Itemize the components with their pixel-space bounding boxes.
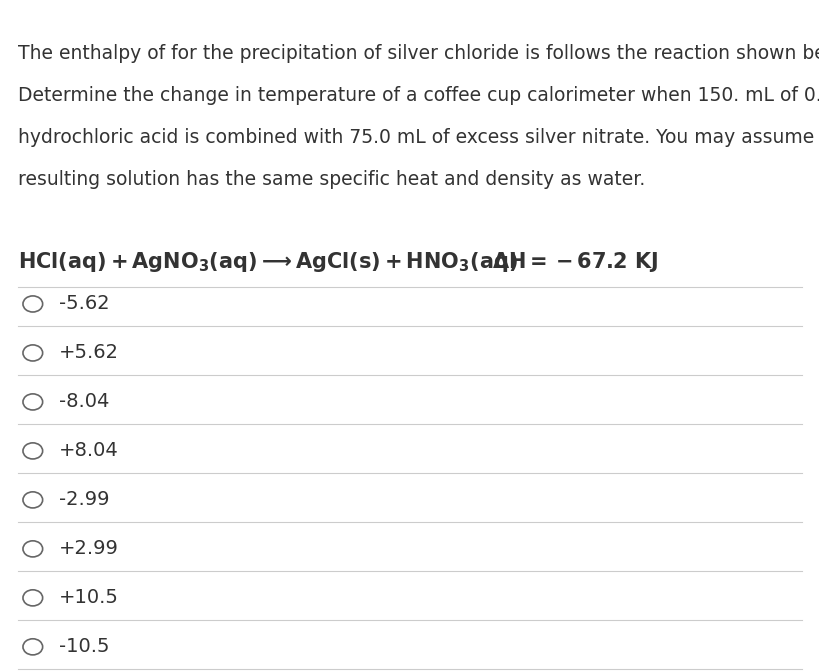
Text: -8.04: -8.04 xyxy=(59,393,109,411)
Text: -10.5: -10.5 xyxy=(59,637,110,656)
Text: Determine the change in temperature of a coffee cup calorimeter when 150. mL of : Determine the change in temperature of a… xyxy=(18,86,819,105)
Text: The enthalpy of for the precipitation of silver chloride is follows the reaction: The enthalpy of for the precipitation of… xyxy=(18,44,819,62)
Text: -5.62: -5.62 xyxy=(59,295,110,313)
Text: -2.99: -2.99 xyxy=(59,491,110,509)
Text: resulting solution has the same specific heat and density as water.: resulting solution has the same specific… xyxy=(18,170,645,189)
Text: +10.5: +10.5 xyxy=(59,588,119,607)
Text: $\mathbf{HCl(aq) + AgNO_3(aq) \longrightarrow AgCl(s) + HNO_3(aq)}$: $\mathbf{HCl(aq) + AgNO_3(aq) \longright… xyxy=(18,250,518,274)
Text: +2.99: +2.99 xyxy=(59,539,119,558)
Text: +5.62: +5.62 xyxy=(59,344,119,362)
Text: hydrochloric acid is combined with 75.0 mL of excess silver nitrate. You may ass: hydrochloric acid is combined with 75.0 … xyxy=(18,128,819,147)
Text: +8.04: +8.04 xyxy=(59,442,119,460)
Text: $\mathbf{\Delta H = -67.2\ KJ}$: $\mathbf{\Delta H = -67.2\ KJ}$ xyxy=(491,250,658,274)
